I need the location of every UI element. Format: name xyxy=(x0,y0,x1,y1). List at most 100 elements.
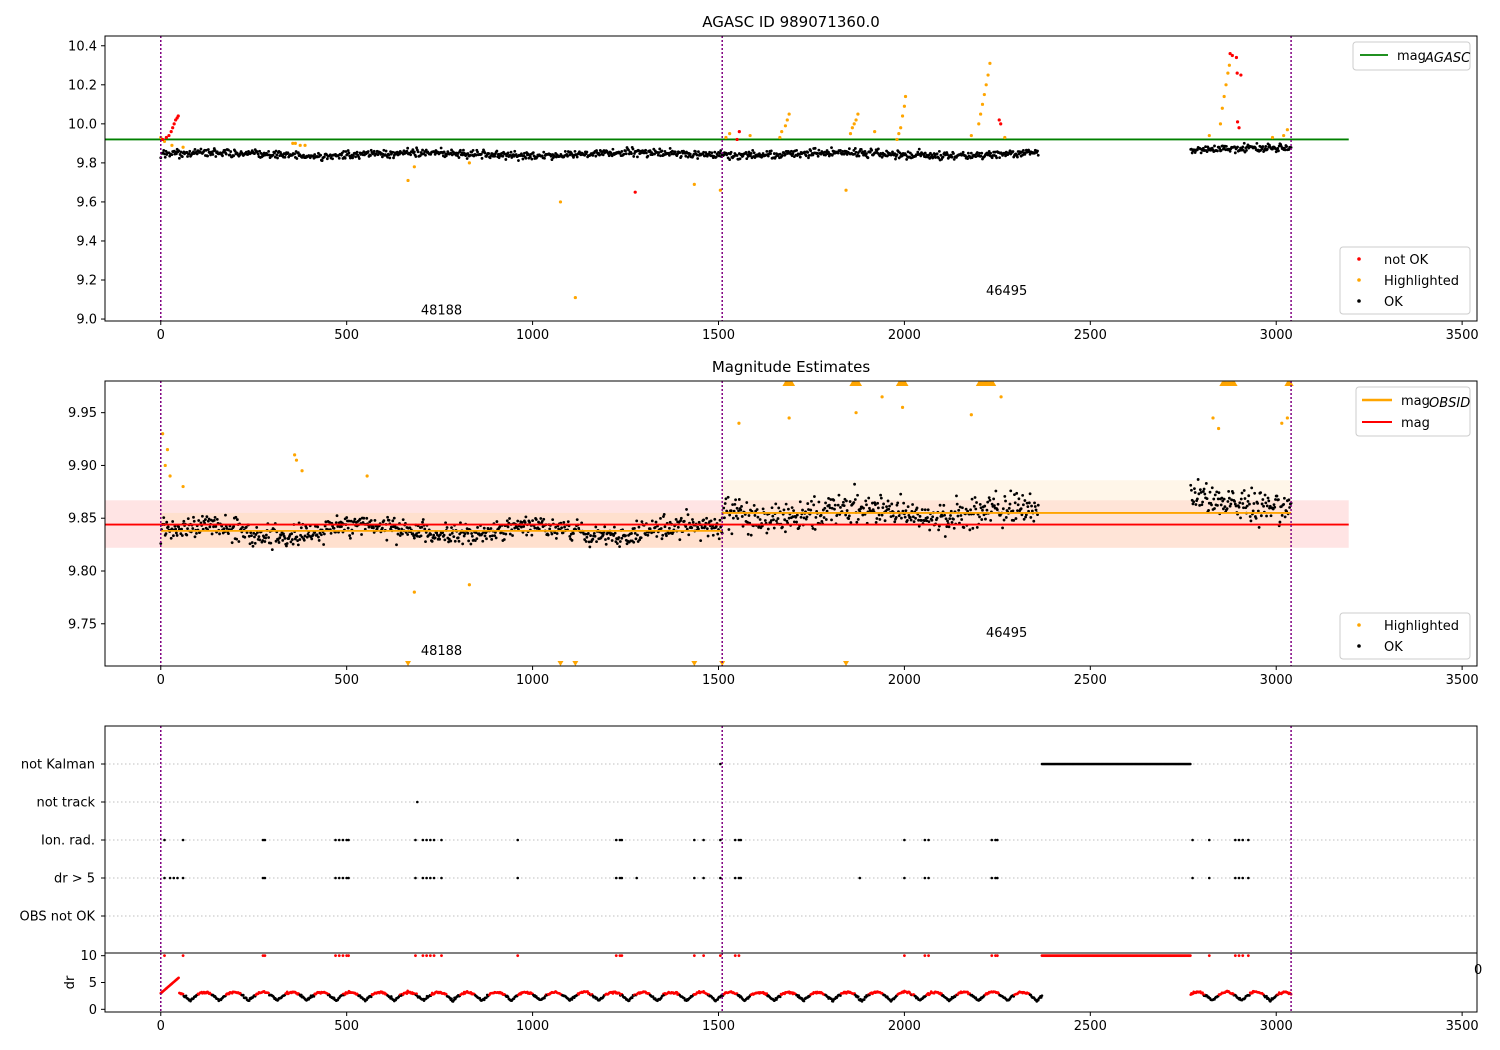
legend-agasc-label: mag xyxy=(1397,49,1426,64)
dr-ok-point xyxy=(630,996,634,1000)
ok-point xyxy=(416,150,420,154)
ok-point xyxy=(746,155,750,158)
ok-point xyxy=(1278,520,1282,524)
ok-point xyxy=(937,524,941,528)
ok-point xyxy=(186,527,189,531)
ok-point xyxy=(282,532,285,536)
ok-point xyxy=(795,148,798,152)
ok-point xyxy=(463,532,467,536)
ok-point xyxy=(946,519,949,523)
ok-point xyxy=(918,514,922,518)
ok-point xyxy=(989,151,993,155)
highlighted-point xyxy=(787,112,791,116)
y-tick-label: 10.4 xyxy=(68,39,97,54)
ok-point xyxy=(584,540,588,543)
clipped-high-marker xyxy=(1287,381,1294,386)
clipped-low-marker xyxy=(572,661,579,666)
ok-point xyxy=(612,534,616,537)
ok-point xyxy=(340,153,343,157)
ok-point xyxy=(1036,503,1040,507)
ok-point xyxy=(728,158,732,161)
ok-point xyxy=(237,540,241,543)
ok-point xyxy=(561,531,565,535)
ok-point xyxy=(347,151,351,155)
ok-point xyxy=(1001,507,1005,511)
highlighted-point xyxy=(778,135,782,140)
ok-point xyxy=(930,153,934,157)
ok-point xyxy=(852,148,856,152)
ok-point xyxy=(980,518,984,521)
ok-point xyxy=(415,532,418,536)
ok-point xyxy=(792,509,796,513)
flag-point xyxy=(345,838,348,842)
dr-saturated-point xyxy=(181,954,185,958)
ok-point xyxy=(482,526,486,530)
ok-point xyxy=(714,525,718,528)
highlighted-point xyxy=(728,132,732,136)
flag-point xyxy=(425,838,428,842)
ok-point xyxy=(749,151,753,155)
ok-point xyxy=(197,519,201,522)
ok-point xyxy=(534,518,538,521)
ok-point xyxy=(494,536,498,540)
ok-point xyxy=(439,146,443,150)
ok-point xyxy=(730,532,734,536)
ok-point xyxy=(459,148,462,152)
flag-point xyxy=(345,876,348,880)
ok-point xyxy=(170,153,174,157)
ok-point xyxy=(1011,509,1015,513)
ok-point xyxy=(1013,493,1016,496)
ok-point xyxy=(542,517,546,521)
dr-ok-point xyxy=(1036,999,1040,1002)
ok-point xyxy=(563,525,566,529)
ok-point xyxy=(880,155,884,159)
ok-point xyxy=(634,537,638,541)
ok-point xyxy=(322,532,326,536)
ok-point xyxy=(974,155,978,159)
ok-point xyxy=(900,516,903,520)
flag-point xyxy=(635,876,638,880)
dr-saturated-point xyxy=(1233,954,1237,958)
ok-point xyxy=(1243,497,1247,500)
ok-point xyxy=(679,155,683,158)
ok-point xyxy=(205,515,209,519)
ok-point xyxy=(673,150,677,154)
ok-point xyxy=(794,515,798,519)
ok-point xyxy=(375,527,379,531)
ok-point xyxy=(917,147,921,151)
ok-point xyxy=(1237,505,1241,509)
ok-point xyxy=(710,527,714,530)
ok-point xyxy=(174,531,178,535)
ok-point xyxy=(620,536,624,540)
x-tick-label: 2000 xyxy=(888,1019,921,1034)
ok-point xyxy=(1190,488,1193,492)
dr-saturated-point xyxy=(995,954,999,958)
ok-point xyxy=(424,148,428,152)
ok-point xyxy=(949,514,952,517)
ok-point xyxy=(950,155,954,159)
flag-point xyxy=(614,876,618,880)
flag-point xyxy=(618,838,622,842)
ok-point xyxy=(456,536,460,540)
ok-point xyxy=(975,526,979,529)
ok-point xyxy=(824,518,828,521)
x-tick-label: 0 xyxy=(157,1019,165,1034)
ok-point xyxy=(1021,148,1025,152)
ok-point xyxy=(1205,497,1209,501)
not-ok-point xyxy=(164,135,168,140)
dr-ok-point xyxy=(300,993,303,997)
ok-point xyxy=(708,150,711,154)
ok-point xyxy=(737,509,740,513)
ok-point xyxy=(182,519,186,523)
ok-point xyxy=(988,498,992,502)
highlighted-point xyxy=(1282,133,1286,138)
flag-point xyxy=(719,838,722,842)
ok-point xyxy=(193,535,197,539)
x-tick-label: 1000 xyxy=(516,328,549,343)
ok-point xyxy=(322,543,326,546)
ok-point xyxy=(942,503,946,507)
ok-point xyxy=(736,517,740,520)
ok-point xyxy=(874,521,878,524)
y-tick-label: 9.90 xyxy=(68,459,97,474)
y-tick-label: 9.6 xyxy=(76,195,97,210)
